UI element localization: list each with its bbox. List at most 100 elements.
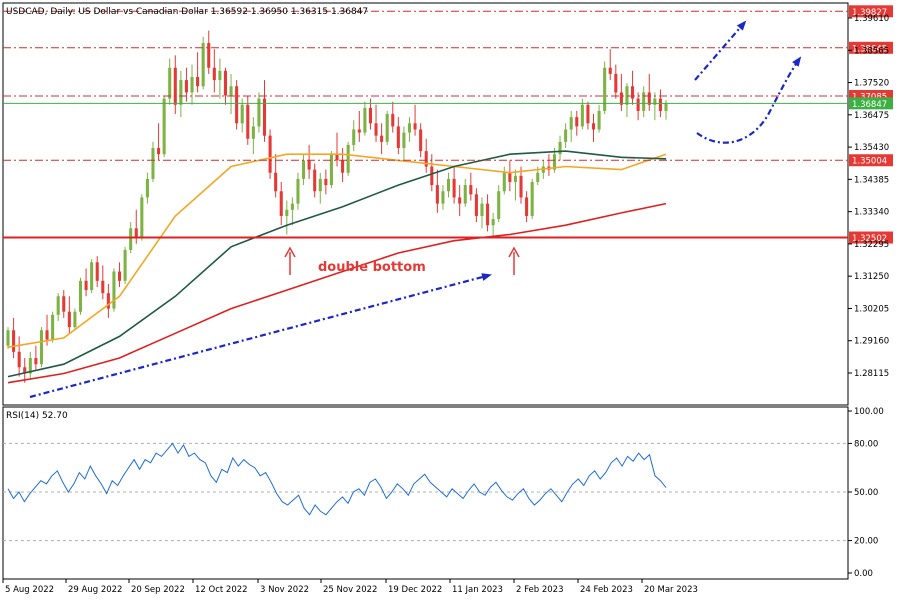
candle-body [235, 86, 239, 124]
candle-body [157, 148, 161, 155]
candle-body [435, 185, 439, 204]
rsi-line [7, 442, 667, 516]
candle-body [324, 178, 328, 186]
candle-body [95, 262, 99, 281]
price-tag [849, 5, 893, 18]
moving-average-line [7, 153, 667, 348]
candle-body [240, 104, 244, 124]
chart-header: USDCAD, Daily: US Dollar vs Canadian Dol… [6, 7, 368, 17]
projection-arrow-straight [694, 20, 747, 81]
price-candles [6, 30, 668, 383]
candle-body [508, 172, 512, 182]
candle-body [318, 178, 322, 192]
candle-body [45, 330, 49, 340]
price-tag-label: 1.38645 [852, 44, 887, 54]
candle-body [101, 280, 105, 294]
candle-body [385, 114, 389, 142]
candle-body [207, 43, 211, 68]
candle-body [374, 123, 378, 136]
candle-body [290, 203, 294, 210]
candle-body [329, 154, 333, 186]
candle-body [212, 67, 216, 81]
x-axis-tick-label: 20 Sep 2022 [131, 585, 185, 595]
candle-body [413, 123, 417, 130]
candle-body [51, 314, 55, 340]
candle-body [346, 144, 350, 173]
candle-body [407, 123, 412, 133]
x-axis-tick-label: 12 Oct 2022 [195, 585, 248, 595]
candle-body [480, 203, 484, 216]
candle-body [474, 194, 478, 216]
candle-body [106, 293, 110, 309]
candle-body [112, 271, 116, 309]
candle-body [446, 178, 451, 192]
y-axis-tick-label: 1.29160 [854, 337, 889, 347]
y-axis-tick-label: 1.30205 [854, 304, 889, 314]
candle-body [307, 160, 311, 170]
candle-body [285, 209, 289, 216]
candle-body [168, 67, 172, 99]
candle-body [525, 197, 529, 216]
candle-body [380, 135, 384, 142]
y-axis-tick-label: 1.32295 [854, 240, 889, 250]
candle-body [162, 98, 166, 155]
candle-body [352, 129, 356, 145]
candle-body [441, 191, 445, 204]
price-tag [849, 41, 893, 54]
candle-body [502, 172, 506, 192]
price-levels: 1.398271.386451.370851.368471.350041.325… [3, 5, 893, 244]
candle-body [274, 172, 278, 192]
candle-body [129, 228, 133, 250]
candle-body [39, 330, 43, 365]
candle-body [17, 351, 21, 368]
candle-body [73, 311, 77, 328]
x-axis-tick-label: 29 Aug 2022 [68, 585, 122, 595]
candle-body [140, 197, 144, 238]
rsi-axis-tick-label: 0.00 [854, 569, 873, 579]
candle-body [636, 98, 640, 111]
candle-body [530, 181, 534, 216]
trend-arrow-lower [29, 273, 492, 399]
price-tag [849, 231, 893, 244]
candle-body [575, 117, 579, 127]
candle-body [151, 148, 155, 179]
projection-arrow-curved [696, 56, 802, 144]
price-tag-label: 1.36847 [852, 100, 887, 110]
candle-body [335, 154, 339, 161]
candle-body [184, 80, 188, 93]
double-bottom-label: double bottom [318, 260, 426, 275]
x-axis-tick-label: 25 Nov 2022 [323, 585, 377, 595]
rsi-levels [3, 442, 848, 542]
rsi-axis: 100.00 80.00 50.00 20.00 0.00 [848, 407, 884, 579]
candle-body [363, 107, 367, 133]
candle-body [56, 296, 60, 315]
candle-body [90, 262, 94, 291]
annotations: double bottom [29, 20, 802, 399]
candle-body [391, 114, 395, 127]
candle-body [597, 110, 601, 130]
candle-body [647, 92, 651, 105]
price-axis: 1.39610 1.38565 1.37520 1.36475 1.35430 1.343… [848, 14, 889, 379]
candle-body [123, 249, 127, 281]
candle-body [117, 271, 122, 281]
candle-body [268, 135, 272, 173]
moving-averages [7, 150, 667, 384]
candle-body [368, 107, 372, 124]
rsi-axis-tick-label: 20.00 [854, 537, 878, 547]
candle-body [452, 178, 456, 198]
rsi-label: RSI(14) 52.70 [6, 411, 68, 421]
candle-body [262, 98, 267, 136]
candle-body [34, 358, 38, 365]
candle-body [458, 197, 462, 204]
candle-body [223, 70, 228, 96]
candle-body [419, 129, 423, 152]
candle-body [625, 86, 629, 105]
candle-body [302, 160, 306, 179]
candle-body [402, 132, 406, 149]
x-axis-tick-label: 2 Feb 2023 [516, 585, 564, 595]
y-axis-tick-label: 1.36475 [854, 111, 889, 121]
candle-body [173, 67, 177, 105]
rsi-axis-tick-label: 100.00 [854, 407, 884, 417]
candle-body [469, 185, 473, 195]
